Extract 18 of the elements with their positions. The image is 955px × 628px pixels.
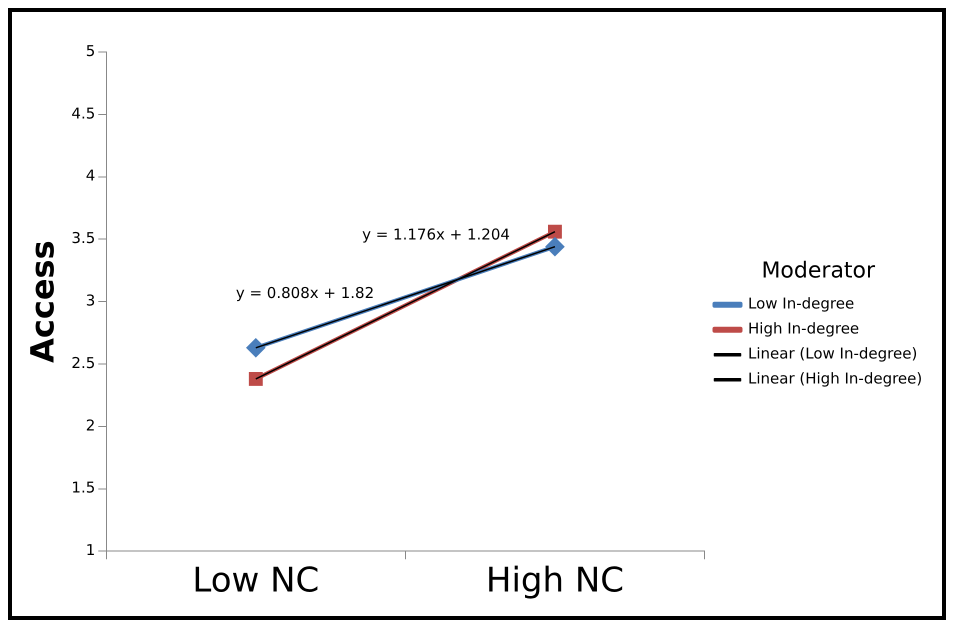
y-tick-label: 1	[86, 541, 96, 560]
y-tick-label: 4	[86, 166, 96, 185]
y-tick-label: 2	[86, 416, 96, 434]
legend-label: High In-degree	[748, 320, 860, 338]
y-axis-title: Access	[24, 240, 62, 363]
legend-title: Moderator	[761, 258, 876, 284]
x-tick-label: Low NC	[192, 560, 320, 600]
y-tick-label: 2.5	[71, 354, 96, 372]
y-tick-label: 1.5	[71, 478, 96, 497]
x-tick-label: High NC	[486, 560, 624, 600]
y-tick-label: 4.5	[71, 104, 96, 122]
legend-label: Linear (Low In-degree)	[748, 344, 918, 363]
annotation: y = 1.176x + 1.204	[362, 226, 510, 244]
y-tick-label: 5	[86, 42, 96, 60]
y-tick-label: 3.5	[71, 229, 96, 248]
y-tick-label: 3	[86, 291, 96, 310]
legend-label: Low In-degree	[748, 294, 854, 313]
legend-label: Linear (High In-degree)	[748, 370, 922, 388]
